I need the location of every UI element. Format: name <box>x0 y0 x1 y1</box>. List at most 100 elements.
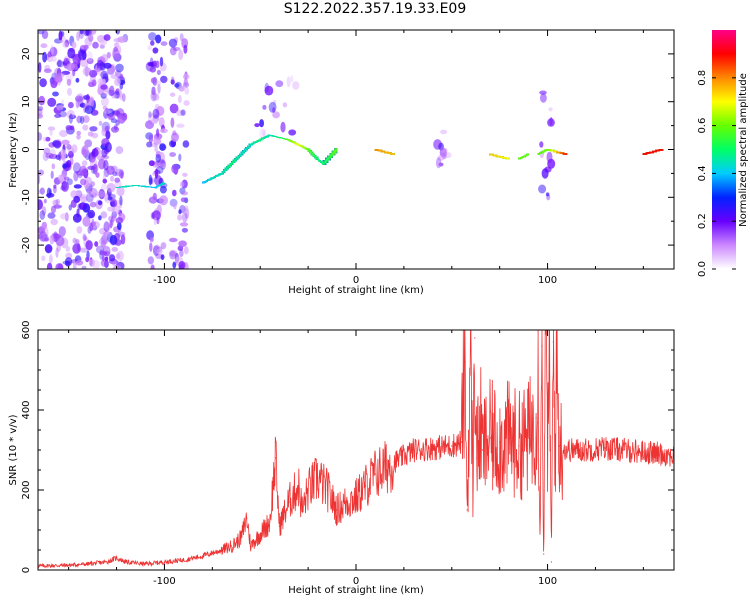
noise-blob <box>73 214 82 223</box>
noise-blob <box>173 203 176 210</box>
y-tick-label: 10 <box>21 95 32 108</box>
snr-point <box>662 453 663 454</box>
chart-title: S122.2022.357.19.33.E09 <box>0 0 750 18</box>
noise-blob <box>42 222 47 230</box>
snr-point <box>336 509 337 510</box>
noise-blob <box>51 171 54 179</box>
noise-blob <box>54 140 62 148</box>
noise-blob <box>89 223 93 232</box>
noise-blob <box>172 190 177 197</box>
noise-blob <box>72 41 77 48</box>
noise-blob <box>184 246 189 254</box>
noise-blob <box>178 50 183 61</box>
noise-blob <box>157 70 161 75</box>
noise-blob <box>153 193 157 201</box>
noise-blob <box>160 57 163 67</box>
snr-point <box>365 485 366 486</box>
noise-blob <box>183 140 190 147</box>
snr-point <box>308 489 309 490</box>
noise-blob <box>41 255 45 261</box>
x-tick-label: 100 <box>538 275 557 286</box>
noise-blob <box>99 121 103 126</box>
snr-point <box>106 561 107 562</box>
snr-point <box>482 449 483 450</box>
noise-blob <box>61 99 64 108</box>
noise-blob <box>81 145 88 156</box>
noise-blob <box>184 87 189 95</box>
snr-point <box>241 537 242 538</box>
noise-blob <box>59 226 66 237</box>
noise-blob <box>184 78 188 86</box>
snr-point <box>476 457 477 458</box>
noise-blob <box>78 50 87 60</box>
noise-blob <box>50 45 54 56</box>
noise-blob <box>151 78 156 84</box>
noise-blob <box>79 30 84 39</box>
noise-blob <box>120 172 123 179</box>
noise-blob <box>183 100 189 106</box>
snr-point <box>327 489 328 490</box>
snr-point <box>557 361 558 362</box>
noise-blob <box>61 181 69 192</box>
noise-blob <box>109 220 112 229</box>
noise-blob <box>90 202 97 208</box>
colorbar-tick-label: 0.4 <box>697 165 708 181</box>
noise-blob <box>86 101 89 110</box>
noise-blob <box>52 200 58 206</box>
noise-blob <box>111 118 117 123</box>
noise-blob <box>54 114 61 118</box>
noise-blob <box>116 217 123 224</box>
noise-blob <box>104 193 108 202</box>
noise-blob <box>60 213 68 219</box>
noise-blob <box>117 232 125 237</box>
noise-blob <box>99 238 108 246</box>
noise-blob <box>120 74 123 80</box>
snr-point <box>474 337 475 338</box>
y-tick-label: 400 <box>21 400 32 419</box>
noise-blob <box>48 212 56 218</box>
snr-point <box>275 457 276 458</box>
snr-point <box>509 437 510 438</box>
noise-blob <box>159 163 166 168</box>
noise-blob <box>110 176 114 182</box>
noise-blob <box>542 168 549 178</box>
noise-blob <box>177 214 182 220</box>
noise-blob <box>122 93 126 102</box>
x-tick-label: 100 <box>538 576 557 587</box>
noise-blob <box>549 117 552 126</box>
noise-blob <box>39 78 47 87</box>
noise-blob <box>149 242 152 252</box>
noise-blob <box>55 248 58 258</box>
y-tick-label: 20 <box>21 48 32 61</box>
snr-point <box>555 453 556 454</box>
noise-blob <box>155 168 158 178</box>
noise-blob <box>47 98 56 107</box>
x-tick-label: -100 <box>153 275 176 286</box>
noise-blob <box>182 173 188 177</box>
noise-blob <box>73 238 77 244</box>
noise-blob <box>178 240 187 247</box>
noise-blob <box>262 105 266 110</box>
noise-blob <box>56 154 61 160</box>
noise-blob <box>160 76 167 83</box>
noise-blob <box>146 142 152 148</box>
noise-blob <box>53 185 56 189</box>
noise-blob <box>280 122 285 133</box>
snr-point <box>543 553 544 554</box>
noise-blob <box>153 47 159 53</box>
snr-point <box>624 449 625 450</box>
noise-blob <box>109 86 114 96</box>
noise-blob <box>85 240 92 250</box>
noise-blob <box>101 211 108 218</box>
noise-blob <box>64 177 70 181</box>
noise-blob <box>98 200 103 205</box>
noise-blob <box>182 228 188 233</box>
noise-blob <box>95 172 99 178</box>
snr-point <box>547 437 548 438</box>
snr-point <box>183 559 184 560</box>
snr-point <box>246 517 247 518</box>
spectrogram-xlabel: Height of straight line (km) <box>288 285 424 296</box>
noise-blob <box>103 110 111 114</box>
snr-point <box>394 461 395 462</box>
noise-blob <box>44 69 52 74</box>
